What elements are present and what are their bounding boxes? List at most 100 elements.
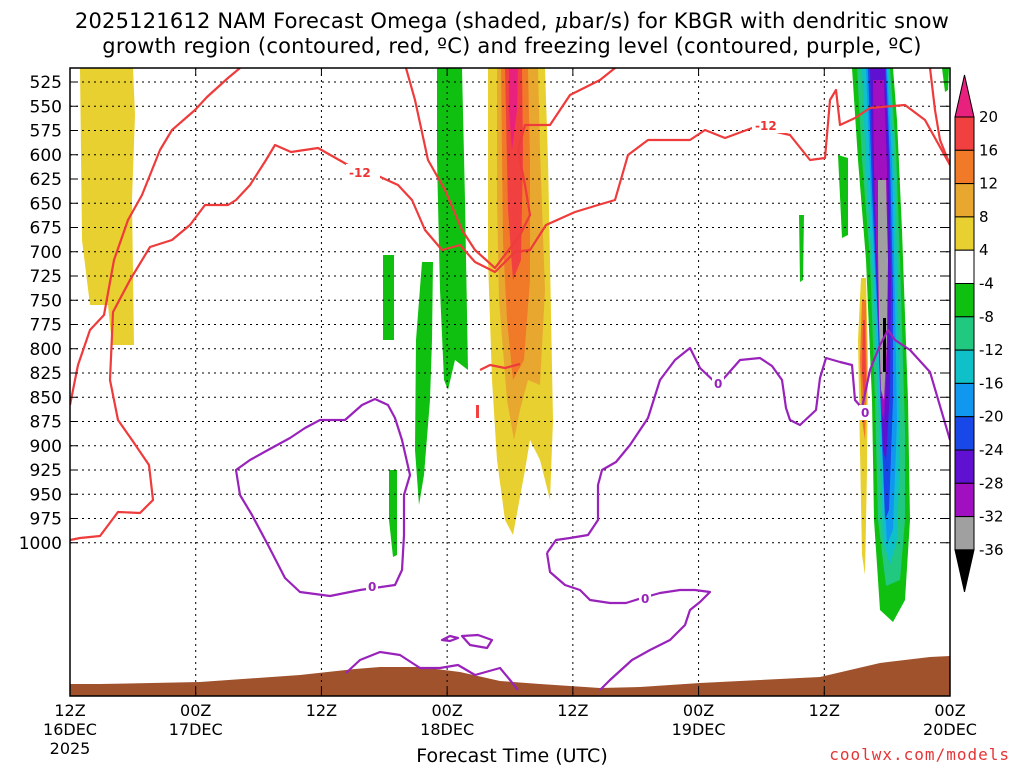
colorbar-label: 16 [979, 141, 998, 159]
colorbar-segment [954, 116, 975, 151]
x-tick-label: 12Z [809, 701, 840, 720]
freezing-contour [546, 328, 950, 554]
credit-text: coolwx.com/models [829, 745, 1010, 764]
colorbar-segment [954, 482, 975, 518]
colorbar-label: 20 [979, 108, 998, 126]
omega-shading [80, 68, 949, 622]
y-tick-label: 750 [30, 291, 62, 311]
colorbar-label: 4 [979, 241, 989, 259]
colorbar-label: -12 [979, 341, 1004, 359]
colorbar-segment [954, 74, 975, 118]
y-tick-label: 525 [30, 73, 62, 93]
colorbar-label: 12 [979, 175, 998, 193]
colorbar-segment [954, 382, 975, 418]
x-tick-label: 12Z [557, 701, 588, 720]
colorbar-segment [954, 416, 975, 451]
freezing-contour [545, 552, 712, 691]
colorbar-segment [954, 149, 975, 185]
x-tick-label: 00Z [180, 701, 211, 720]
omega-shade [838, 155, 848, 238]
y-tick-label: 825 [30, 364, 62, 384]
colorbar-label: -20 [979, 408, 1004, 426]
colorbar-segment [954, 349, 975, 384]
x-tick-label: 00Z [683, 701, 714, 720]
colorbar-label: -16 [979, 374, 1004, 392]
dendritic-contour [404, 68, 616, 270]
chart-title-line1: 2025121612 NAM Forecast Omega (shaded, μ… [74, 9, 950, 33]
x-tick-label: 00Z [934, 701, 965, 720]
omega-shade [509, 68, 518, 150]
freezing-label: 0 [641, 592, 649, 606]
colorbar-label: -8 [979, 308, 994, 326]
omega-shade [476, 405, 479, 418]
chart-title-line2: growth region (contoured, red, ºC) and f… [102, 34, 922, 58]
dendritic-contour [70, 88, 950, 542]
colorbar-label: -28 [979, 474, 1004, 492]
x-tick-label: 12Z [54, 701, 85, 720]
colorbar-label: -32 [979, 508, 1004, 526]
colorbar-segment [954, 216, 975, 251]
dendritic-contour [70, 68, 241, 406]
y-tick-label: 975 [30, 510, 62, 530]
colorbar-label: -36 [979, 541, 1004, 559]
colorbar-segment [954, 316, 975, 351]
omega-shade [883, 318, 886, 372]
y-tick-label: 950 [30, 485, 62, 505]
omega-shade [415, 262, 433, 505]
x-tick-day: 17DEC [169, 720, 223, 739]
y-tick-label: 625 [30, 170, 62, 190]
omega-shade [862, 320, 866, 400]
colorbar-segment [954, 516, 975, 551]
y-tick-label: 875 [30, 413, 62, 433]
x-tick-year: 2025 [50, 739, 91, 758]
colorbar-label: -24 [979, 441, 1004, 459]
y-tick-label: 900 [30, 437, 62, 457]
x-tick-label: 12Z [306, 701, 337, 720]
freezing-contour [440, 634, 460, 643]
colorbar-label: -4 [979, 275, 994, 293]
colorbar-segment [954, 549, 975, 593]
colorbar-segment [954, 249, 975, 284]
x-tick-label: 00Z [431, 701, 462, 720]
terrain-surface [70, 656, 950, 696]
freezing-label: 0 [368, 580, 376, 594]
omega-shade [80, 68, 135, 345]
freezing-contour [460, 633, 494, 650]
x-tick-day: 18DEC [420, 720, 474, 739]
y-tick-label: 800 [30, 340, 62, 360]
dendritic-contour [479, 362, 521, 371]
x-axis-title: Forecast Time (UTC) [416, 745, 608, 767]
omega-shade [437, 68, 468, 390]
omega-shade [389, 470, 397, 557]
plot-frame [69, 67, 951, 697]
colorbar-segment [954, 283, 975, 318]
x-tick-day: 20DEC [923, 720, 977, 739]
y-tick-label: 775 [30, 316, 62, 336]
y-tick-label: 600 [30, 146, 62, 166]
y-tick-label: 650 [30, 194, 62, 214]
y-tick-label: 700 [30, 243, 62, 263]
dendritic-label: -12 [349, 166, 371, 180]
x-tick-day: 16DEC [43, 720, 97, 739]
y-tick-label: 850 [30, 388, 62, 408]
freezing-contour [345, 650, 519, 691]
y-tick-label: 1000 [19, 534, 62, 554]
colorbar-label: 8 [979, 208, 989, 226]
omega-shade [942, 68, 949, 92]
y-tick-label: 550 [30, 97, 62, 117]
y-tick-label: 575 [30, 122, 62, 142]
colorbar-segment [954, 183, 975, 218]
omega-shade [383, 255, 394, 340]
y-tick-label: 925 [30, 461, 62, 481]
x-tick-day: 19DEC [672, 720, 726, 739]
y-axis: 525 550 575 600 625 650 675 700 725 750 775 800 825 8… [19, 73, 950, 554]
omega-shade [799, 215, 804, 282]
freezing-label: 0 [861, 406, 869, 420]
y-tick-label: 675 [30, 219, 62, 239]
colorbar-segment [954, 449, 975, 484]
dendritic-label: -12 [755, 119, 777, 133]
colorbar: 20 16 12 8 4 -4 -8 -12 -16 -20 -24 -28 -32 -36 [954, 74, 1004, 593]
